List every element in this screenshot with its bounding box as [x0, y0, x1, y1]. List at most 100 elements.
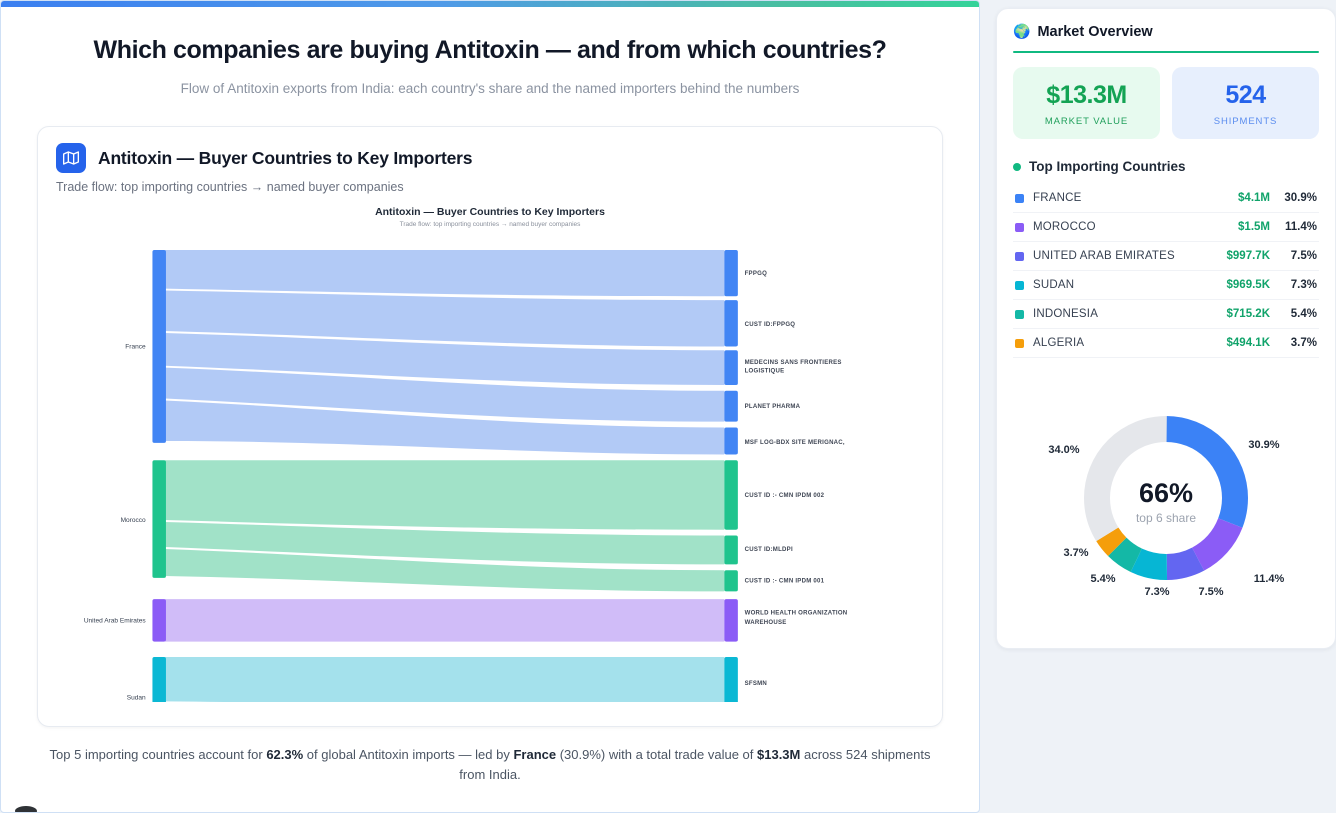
sankey-node-cmn-ipdm-002[interactable]	[724, 460, 738, 530]
footer-country: France	[513, 747, 557, 762]
footer-part4: across 524 shipments from India.	[459, 747, 931, 783]
country-pct: 5.4%	[1290, 308, 1317, 320]
chart-card-header: Antitoxin — Buyer Countries to Key Impor…	[56, 143, 924, 173]
sankey-label-who-warehouse-1: WORLD HEALTH ORGANIZATION	[745, 611, 848, 617]
sankey-label-sudan: Sudan	[127, 694, 146, 701]
donut-label-indonesia: 5.4%	[1090, 573, 1115, 585]
corner-indicator	[15, 806, 37, 812]
country-pct: 7.3%	[1290, 279, 1317, 291]
table-row[interactable]: INDONESIA $715.2K 5.4%	[1013, 300, 1319, 329]
sankey-node-morocco[interactable]	[152, 460, 166, 578]
sankey-node-cust-id-fppgq[interactable]	[724, 300, 738, 347]
table-row[interactable]: SUDAN $969.5K 7.3%	[1013, 271, 1319, 300]
top-gradient-bar	[1, 1, 979, 7]
footer-pct: 62.3%	[266, 747, 304, 762]
sankey-label-cmn-ipdm-002: CUST ID :- CMN IPDM 002	[745, 493, 825, 499]
sankey-svg: France Morocco United Arab Emirates Suda…	[84, 250, 848, 702]
bullet-dot-icon	[1013, 162, 1021, 171]
sankey-label-cust-id-fppgq: CUST ID:FPPGQ	[745, 322, 796, 328]
sankey-node-fppgq[interactable]	[724, 250, 738, 297]
country-name: SUDAN	[1033, 279, 1075, 291]
country-pct: 30.9%	[1284, 192, 1317, 204]
sankey-label-msf-logistique-2: LOGISTIQUE	[745, 368, 785, 374]
hero-section: Which companies are buying Antitoxin — a…	[1, 1, 979, 96]
country-value: $997.7K	[1226, 250, 1270, 262]
color-swatch-icon	[1015, 280, 1024, 290]
sankey-inner-subtitle: Trade flow: top importing countries → na…	[399, 221, 581, 228]
donut-label-uae: 7.5%	[1198, 586, 1223, 598]
country-value: $969.5K	[1226, 279, 1270, 291]
sankey-node-sudan[interactable]	[152, 656, 166, 702]
country-pct: 11.4%	[1285, 221, 1317, 233]
page-title: Which companies are buying Antitoxin — a…	[93, 36, 887, 64]
sankey-link	[164, 521, 725, 565]
color-swatch-icon	[1015, 309, 1024, 319]
table-row[interactable]: MOROCCO $1.5M 11.4%	[1013, 213, 1319, 242]
kpi-shipments-number: 524	[1225, 81, 1266, 109]
sankey-label-uae: United Arab Emirates	[84, 617, 147, 624]
country-pct: 7.5%	[1290, 250, 1317, 262]
chart-card-title: Antitoxin — Buyer Countries to Key Impor…	[98, 147, 473, 168]
sankey-node-france[interactable]	[152, 250, 166, 443]
table-row[interactable]: ALGERIA $494.1K 3.7%	[1013, 329, 1319, 358]
sankey-inner-title: Antitoxin — Buyer Countries to Key Impor…	[375, 206, 605, 218]
sankey-link	[164, 367, 725, 422]
donut-chart-container: 66% top 6 share 30.9% 11.4% 7.5% 7.3% 5.…	[1013, 380, 1319, 630]
kpi-market-value-label: MARKET VALUE	[1044, 116, 1129, 127]
country-pct: 3.7%	[1290, 337, 1317, 349]
sankey-node-sfsmn[interactable]	[724, 656, 738, 702]
sidebar-column: 🌍 Market Overview $13.3M MARKET VALUE 52…	[996, 0, 1336, 813]
donut-seg-other[interactable]	[1084, 416, 1248, 580]
donut-label-france: 30.9%	[1248, 439, 1279, 451]
sankey-label-sfsmn: SFSMN	[745, 681, 767, 687]
sankey-node-mldpi[interactable]	[724, 535, 738, 565]
donut-seg-sudan[interactable]	[1084, 416, 1248, 580]
donut-center-value: 66%	[1139, 478, 1193, 508]
kpi-market-value-number: $13.3M	[1046, 81, 1127, 109]
sankey-source-nodes	[152, 250, 166, 702]
sankey-link	[164, 332, 725, 386]
country-value: $4.1M	[1238, 192, 1270, 204]
market-overview-panel: 🌍 Market Overview $13.3M MARKET VALUE 52…	[996, 8, 1336, 649]
table-row[interactable]: UNITED ARAB EMIRATES $997.7K 7.5%	[1013, 242, 1319, 271]
footer-part3: (30.9%) with a total trade value of	[556, 747, 757, 762]
page-subtitle: Flow of Antitoxin exports from India: ea…	[180, 81, 800, 96]
donut-center-label: top 6 share	[1136, 511, 1196, 525]
sankey-label-france: France	[125, 343, 146, 350]
sankey-node-msf-logistique[interactable]	[724, 350, 738, 386]
top-countries-header: Top Importing Countries	[1013, 159, 1319, 174]
sankey-link	[164, 599, 725, 642]
sankey-link	[164, 250, 725, 297]
kpi-market-value: $13.3M MARKET VALUE	[1013, 67, 1160, 139]
country-value: $715.2K	[1226, 308, 1270, 320]
top-countries-title: Top Importing Countries	[1029, 159, 1186, 174]
sankey-label-mldpi: CUST ID:MLDPI	[745, 547, 793, 553]
color-swatch-icon	[1015, 193, 1024, 203]
sankey-node-msf-log-bdx[interactable]	[724, 427, 738, 455]
sankey-label-who-warehouse-2: WAREHOUSE	[745, 620, 787, 626]
sankey-node-planet-pharma[interactable]	[724, 390, 738, 422]
kpi-shipments: 524 SHIPMENTS	[1172, 67, 1319, 139]
country-name: UNITED ARAB EMIRATES	[1033, 250, 1175, 262]
color-swatch-icon	[1015, 222, 1024, 232]
sankey-node-uae[interactable]	[152, 599, 166, 642]
sankey-target-labels: FPPGQ CUST ID:FPPGQ MEDECINS SANS FRONTI…	[745, 271, 848, 687]
sankey-chart-card: Antitoxin — Buyer Countries to Key Impor…	[37, 126, 943, 727]
table-row[interactable]: FRANCE $4.1M 30.9%	[1013, 184, 1319, 213]
globe-icon: 🌍	[1013, 23, 1031, 39]
sankey-label-fppgq: FPPGQ	[745, 271, 767, 277]
sankey-link	[164, 400, 725, 455]
map-icon	[56, 143, 86, 173]
market-overview-header: 🌍 Market Overview	[1013, 23, 1319, 40]
sankey-node-who-warehouse[interactable]	[724, 599, 738, 642]
donut-label-sudan: 7.3%	[1144, 586, 1169, 598]
footer-part2: of global Antitoxin imports — led by	[303, 747, 514, 762]
sankey-diagram: Antitoxin — Buyer Countries to Key Impor…	[56, 206, 924, 726]
sankey-link	[164, 460, 725, 530]
market-overview-title: Market Overview	[1037, 23, 1153, 40]
sankey-link	[164, 656, 725, 702]
sankey-link	[164, 290, 725, 347]
donut-chart-svg: 66% top 6 share 30.9% 11.4% 7.5% 7.3% 5.…	[1048, 416, 1285, 598]
sankey-node-cmn-ipdm-001[interactable]	[724, 570, 738, 592]
main-content-card: Which companies are buying Antitoxin — a…	[0, 0, 980, 813]
